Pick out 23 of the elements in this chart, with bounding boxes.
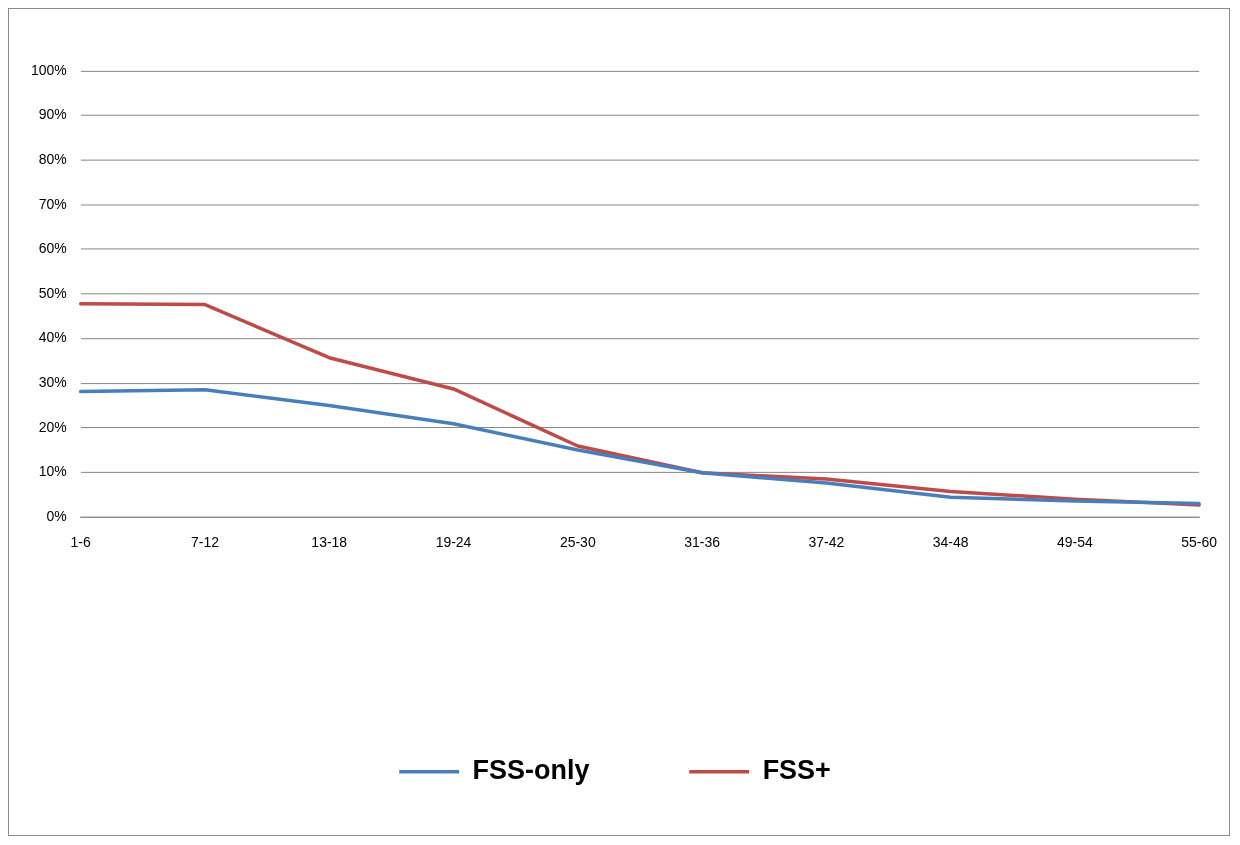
legend-label: FSS-only [472, 755, 590, 786]
x-tick-label: 49-54 [1057, 534, 1093, 551]
x-tick-label: 37-42 [808, 534, 845, 551]
x-tick-label: 13-18 [311, 534, 348, 551]
x-tick-label: 25-30 [559, 534, 596, 551]
y-tick-label: 60% [38, 240, 67, 257]
x-tick-label: 1-6 [70, 534, 92, 551]
x-tick-label: 55-60 [1181, 534, 1218, 551]
y-tick-label: 40% [38, 329, 67, 346]
y-tick-label: 100% [30, 61, 67, 78]
x-tick-label: 34-48 [932, 534, 969, 551]
y-tick-label: 50% [38, 284, 67, 301]
y-tick-label: 30% [38, 373, 67, 390]
legend-label: FSS+ [762, 755, 831, 786]
y-tick-label: 80% [38, 150, 67, 167]
x-tick-label: 19-24 [435, 534, 472, 551]
y-tick-label: 0% [46, 507, 67, 524]
x-tick-label: 7-12 [190, 534, 220, 551]
y-tick-label: 10% [38, 463, 67, 480]
y-tick-label: 70% [38, 195, 67, 212]
y-tick-label: 90% [38, 106, 67, 123]
x-tick-label: 31-36 [684, 534, 721, 551]
y-tick-label: 20% [38, 418, 67, 435]
